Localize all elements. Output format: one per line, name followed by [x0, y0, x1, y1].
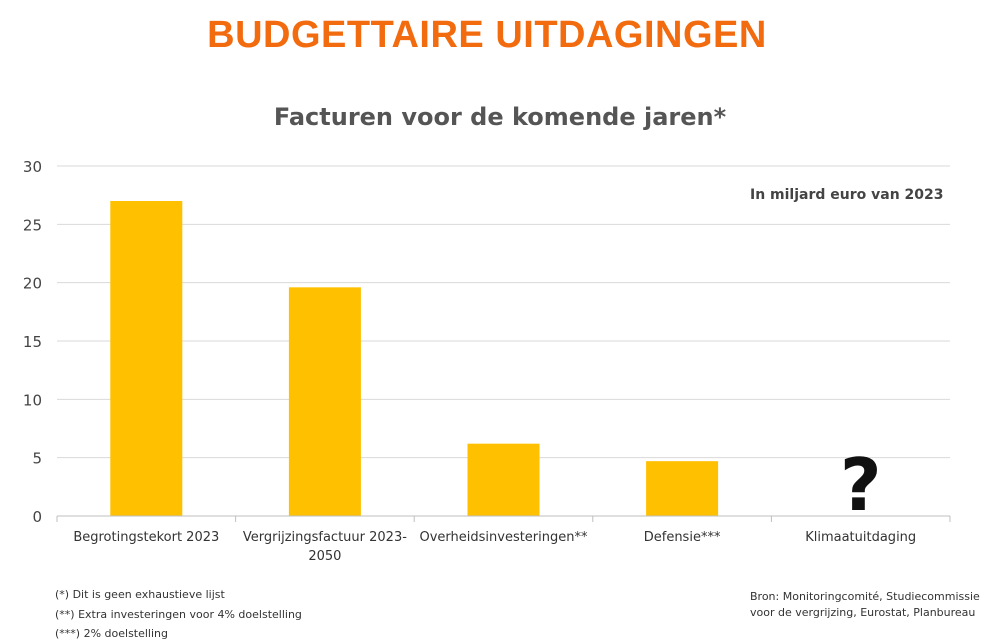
banner-title: BUDGETTAIRE UITDAGINGEN	[207, 14, 767, 56]
x-category-label: Klimaatuitdaging	[805, 530, 916, 545]
bar	[110, 201, 183, 516]
footnote: (***) 2% doelstelling	[55, 627, 168, 640]
y-tick-label: 5	[32, 450, 42, 468]
bar	[646, 461, 719, 516]
source-line: voor de vergrijzing, Eurostat, Planburea…	[750, 606, 976, 619]
x-category-label: Defensie***	[644, 530, 721, 545]
footnotes: (*) Dit is geen exhaustieve lijst (**) E…	[55, 585, 302, 644]
y-tick-label: 15	[23, 333, 42, 351]
chart-title: Facturen voor de komende jaren*	[273, 103, 727, 131]
bar	[288, 287, 361, 516]
footnote: (**) Extra investeringen voor 4% doelste…	[55, 607, 302, 621]
x-category-label: Begrotingstekort 2023	[73, 530, 219, 545]
unit-note: In miljard euro van 2023	[750, 187, 944, 203]
y-tick-label: 0	[32, 508, 42, 526]
y-tick-label: 30	[23, 158, 42, 176]
source-line: Bron: Monitoringcomité, Studiecommissie	[750, 590, 980, 603]
source-note: Bron: Monitoringcomité, Studiecommissie …	[750, 589, 990, 621]
unknown-value-marker: ?	[840, 443, 882, 527]
x-category-label: Vergrijzingsfactuur 2023-2050	[243, 530, 407, 564]
x-category-label: Overheidsinvesteringen**	[419, 530, 588, 545]
bar-chart: 0 5 10 15 20 25 30? Begrotingstekort 2023 Vergri…	[23, 158, 951, 564]
footnote: (*) Dit is geen exhaustieve lijst	[55, 588, 225, 601]
bar	[467, 443, 540, 516]
y-tick-label: 25	[23, 216, 42, 234]
y-tick-label: 10	[23, 391, 42, 409]
y-tick-label: 20	[23, 275, 42, 293]
